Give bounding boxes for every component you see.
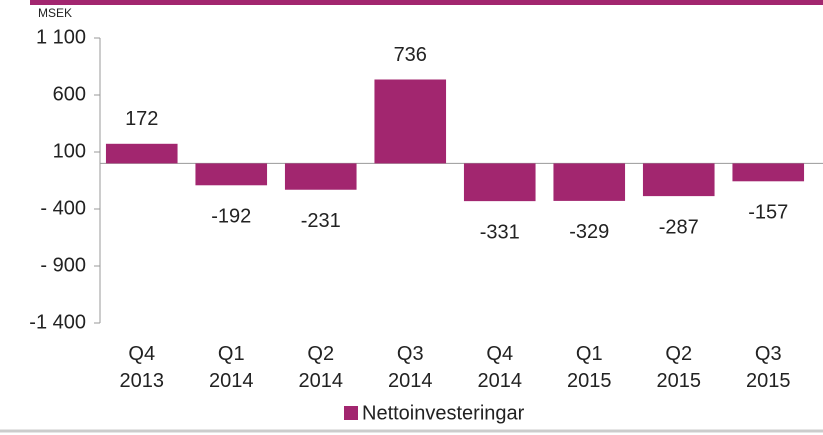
data-label: -331	[480, 221, 520, 243]
bar	[284, 163, 357, 190]
data-label: 172	[125, 108, 158, 130]
top-band	[30, 0, 823, 5]
data-label: -157	[748, 202, 788, 224]
x-tick-label: Q2 2015	[657, 343, 702, 392]
bar	[195, 163, 268, 186]
y-tick-label: - 900	[40, 254, 86, 276]
y-tick-label: -1 400	[29, 311, 86, 333]
legend-label: Nettoinvesteringar	[362, 402, 525, 424]
bar	[553, 163, 626, 201]
bar	[463, 163, 536, 202]
legend-swatch	[344, 406, 358, 420]
x-tick-label: Q4 2013	[120, 343, 165, 392]
x-tick-label: Q1 2014	[209, 343, 254, 392]
data-label: -329	[569, 221, 609, 243]
x-tick-label: Q1 2015	[567, 343, 612, 392]
bar	[105, 143, 178, 164]
x-tick-label: Q3 2014	[388, 343, 433, 392]
y-tick-label: 600	[53, 83, 86, 105]
bar	[374, 79, 447, 164]
x-tick-label: Q4 2014	[478, 343, 523, 392]
y-unit: MSEK	[38, 6, 72, 20]
x-tick-label: Q2 2014	[299, 343, 344, 392]
y-tick-label: 1 100	[36, 26, 86, 48]
y-tick-label: 100	[53, 140, 86, 162]
data-label: -287	[659, 216, 699, 238]
data-label: -192	[211, 206, 251, 228]
bar	[642, 163, 715, 197]
y-tick-label: - 400	[40, 197, 86, 219]
data-label: 736	[394, 44, 427, 66]
bar	[732, 163, 805, 182]
x-tick-label: Q3 2015	[746, 343, 791, 392]
data-label: -231	[301, 210, 341, 232]
